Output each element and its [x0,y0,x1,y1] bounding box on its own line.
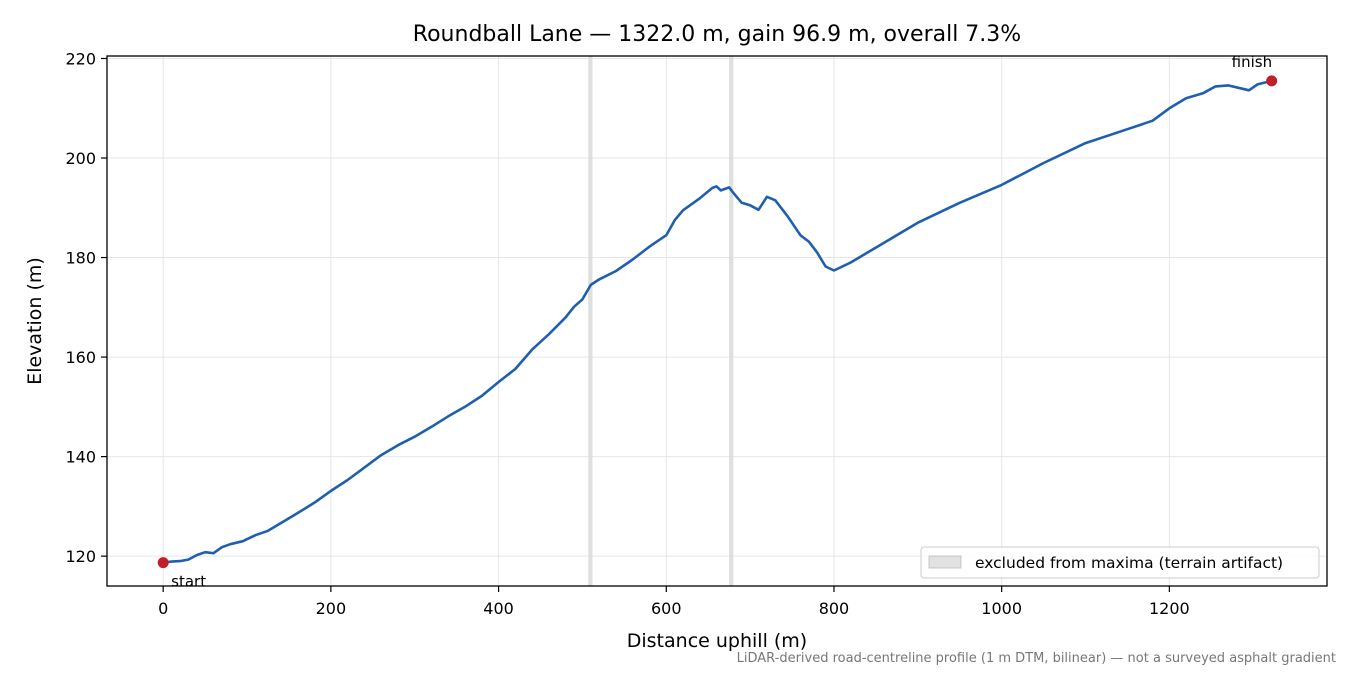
chart-title: Roundball Lane — 1322.0 m, gain 96.9 m, … [413,22,1021,47]
y-tick-label: 220 [65,49,96,68]
legend: excluded from maxima (terrain artifact) [920,546,1320,579]
grid [107,56,1327,586]
x-tick-label: 1000 [981,599,1022,618]
y-tick-label: 180 [65,249,96,268]
excluded-bands [588,56,734,586]
y-tick-label: 160 [65,348,96,367]
endpoint-markers: start finish [157,53,1278,591]
start-label: start [171,573,206,591]
profile-series [163,79,1273,564]
legend-label: excluded from maxima (terrain artifact) [975,554,1283,572]
y-tick-label: 140 [65,448,96,467]
x-tick-label: 0 [158,599,168,618]
legend-swatch [928,555,962,569]
finish-marker [1266,75,1278,87]
x-tick-label: 200 [316,599,347,618]
start-marker [157,557,169,569]
y-tick-label: 120 [65,547,96,566]
footnote: LiDAR-derived road-centreline profile (1… [736,651,1336,666]
plot-frame [106,55,1328,587]
finish-label: finish [1232,53,1272,71]
excluded-band [729,56,734,586]
y-axis-label: Elevation (m) [24,257,46,385]
y-tick-label: 200 [65,149,96,168]
excluded-band [588,56,593,586]
elevation-line [163,79,1273,564]
x-tick-label: 1200 [1149,599,1190,618]
x-tick-label: 800 [819,599,850,618]
legend-box [920,546,1320,579]
axis-ticks: 0 200 400 600 800 1000 1200 120 140 160 180 200 220 [65,49,1189,618]
x-tick-label: 600 [651,599,682,618]
x-tick-label: 400 [483,599,514,618]
x-axis-label: Distance uphill (m) [627,630,807,652]
